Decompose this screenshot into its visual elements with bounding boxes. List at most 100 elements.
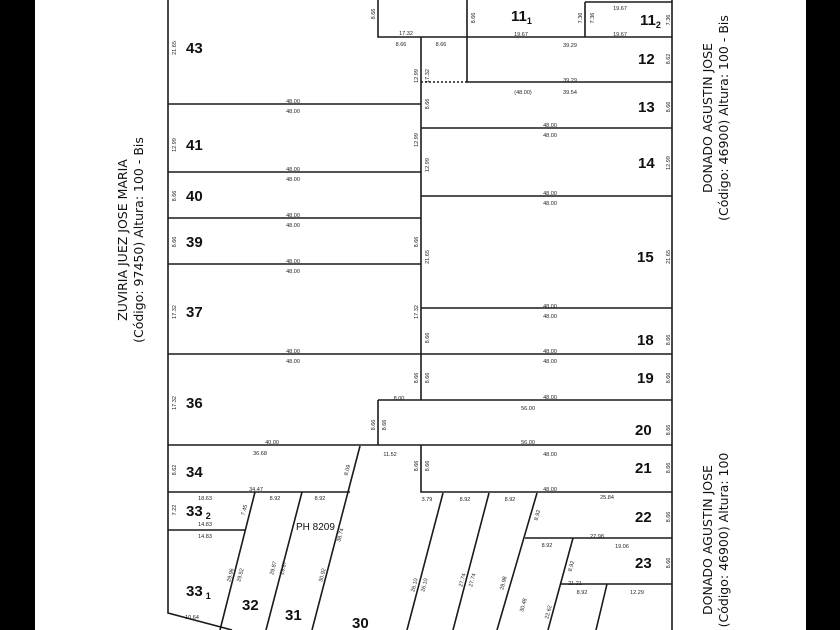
measurement-label: 48.00 [543,133,557,139]
lot-39: 39 [186,234,203,251]
measurement-label: 14.83 [198,522,212,528]
measurement-label: 10.64 [185,615,199,621]
measurement-label: 8.62 [172,465,178,476]
measurement-label: 7.36 [590,13,596,24]
measurement-label: 8.66 [425,333,431,344]
boundary [168,103,672,355]
measurement-label: 3.79 [422,497,433,503]
measurement-label: 8.66 [414,373,420,384]
measurement-label: 27.98 [590,534,604,540]
street-right-bottom: DONADO AGUSTIN JOSE (Código: 46900) Altu… [700,453,731,628]
street-right-top: DONADO AGUSTIN JOSE (Código: 46900) Altu… [700,15,731,221]
measurement-label: 8.66 [414,237,420,248]
measurement-label: 8.92 [577,590,588,596]
measurement-label: 48.00 [543,201,557,207]
measurement-label: 8.62 [666,54,672,65]
measurement-label: 28.98 [499,576,508,591]
measurement-label: 17.32 [172,305,178,319]
lot-11-1: 111 [511,8,532,26]
measurement-label: 19.06 [615,544,629,550]
street-right-bottom-info: (Código: 46900) Altura: 100 [716,453,731,628]
street-right-top-name: DONADO AGUSTIN JOSE [700,43,715,193]
measurement-label: 48.00 [286,259,300,265]
measurement-label: 36.68 [253,451,267,457]
parcel-boundaries [167,0,673,630]
measurement-label: 8.92 [460,497,471,503]
measurement-label: 8.92 [534,509,543,521]
street-right-top-info: (Código: 46900) Altura: 100 - Bis [716,15,731,221]
measurement-label: 21.21 [568,581,582,587]
measurement-label: 12.99 [172,138,178,152]
measurement-label: 12.29 [630,590,644,596]
measurement-label: 48.00 [543,349,557,355]
measurement-label: 48.00 [543,304,557,310]
measurement-label: 8.66 [425,373,431,384]
lot-30: 30 [352,615,369,630]
measurement-label: 8.66 [425,461,431,472]
measurement-label: 8.66 [666,335,672,346]
block-left-boundary [167,0,233,630]
measurement-label: 48.00 [286,349,300,355]
measurement-label: 11.52 [383,452,396,458]
measurement-label: 8.92 [542,543,553,549]
measurement-label: 56.00 [521,440,535,446]
measurement-label: 48.00 [286,359,300,365]
street-left: ZUVIRIA JUEZ JOSE MARIA (Código: 97450) … [115,137,146,343]
measurement-label: 8.92 [270,496,281,502]
lot-43: 43 [186,40,203,57]
measurement-label: 40.00 [265,440,279,446]
measurement-label: 21.65 [666,250,672,264]
measurement-label: 17.32 [425,69,431,83]
measurement-label: 34.47 [249,487,263,493]
lot-22: 22 [635,509,652,526]
street-right-bottom-name: DONADO AGUSTIN JOSE [700,465,715,615]
measurement-label: 8.66 [425,99,431,110]
measurement-label: 48.00 [543,191,557,197]
lot-18: 18 [637,332,654,349]
measurement-label: 8.66 [396,42,407,48]
measurement-label: 48.00 [286,99,300,105]
measurement-label: 12.99 [425,158,431,172]
measurement-label: 26.10 [420,578,429,593]
measurement-label: 48.00 [286,177,300,183]
measurement-label: 27.74 [458,573,467,588]
measurement-label: 38.74 [336,528,345,543]
measurement-label: 8.66 [666,373,672,384]
measurement-label: 7.36 [578,13,584,24]
measurement-label: 25.84 [600,495,614,501]
measurement-label: 8.92 [315,496,326,502]
measurement-label: 48.00 [286,213,300,219]
measurement-label: 12.99 [414,133,420,147]
measurement-label: 19.67 [613,32,627,38]
lot-13: 13 [638,99,655,116]
lot-34: 34 [186,464,203,481]
measurement-label: 21.65 [425,250,431,264]
measurement-label: 48.00 [543,395,557,401]
measurement-label: 48.00 [286,223,300,229]
measurement-label: 17.32 [399,31,413,37]
measurement-label: 56.00 [521,406,535,412]
measurement-label: 17.32 [172,396,178,410]
ph-label: PH 8209 [296,522,335,533]
lot-40: 40 [186,188,203,205]
measurement-label: 48.00 [543,452,557,458]
measurement-label: 18.63 [198,496,212,502]
lot-20: 20 [635,422,652,439]
lot-33-2: 33 2 [186,503,211,521]
measurement-label: 7.45 [241,504,250,516]
lot-14: 14 [638,155,655,172]
street-left-info: (Código: 97450) Altura: 100 - Bis [131,137,146,343]
measurement-label: 48.00 [286,109,300,115]
lot-37: 37 [186,304,203,321]
lot-21: 21 [635,460,652,477]
measurement-label: 19.67 [613,6,627,12]
measurement-label: 8.66 [382,420,388,431]
measurement-label: 8.66 [172,237,178,248]
measurement-label: 48.00 [286,167,300,173]
measurement-label: 29.87 [279,561,288,576]
measurement-label: 39.29 [563,78,577,84]
measurement-label: 8.66 [371,9,377,20]
measurement-label: 12.99 [666,156,672,170]
measurement-label: 8.92 [568,560,577,572]
lot-19: 19 [637,370,654,387]
